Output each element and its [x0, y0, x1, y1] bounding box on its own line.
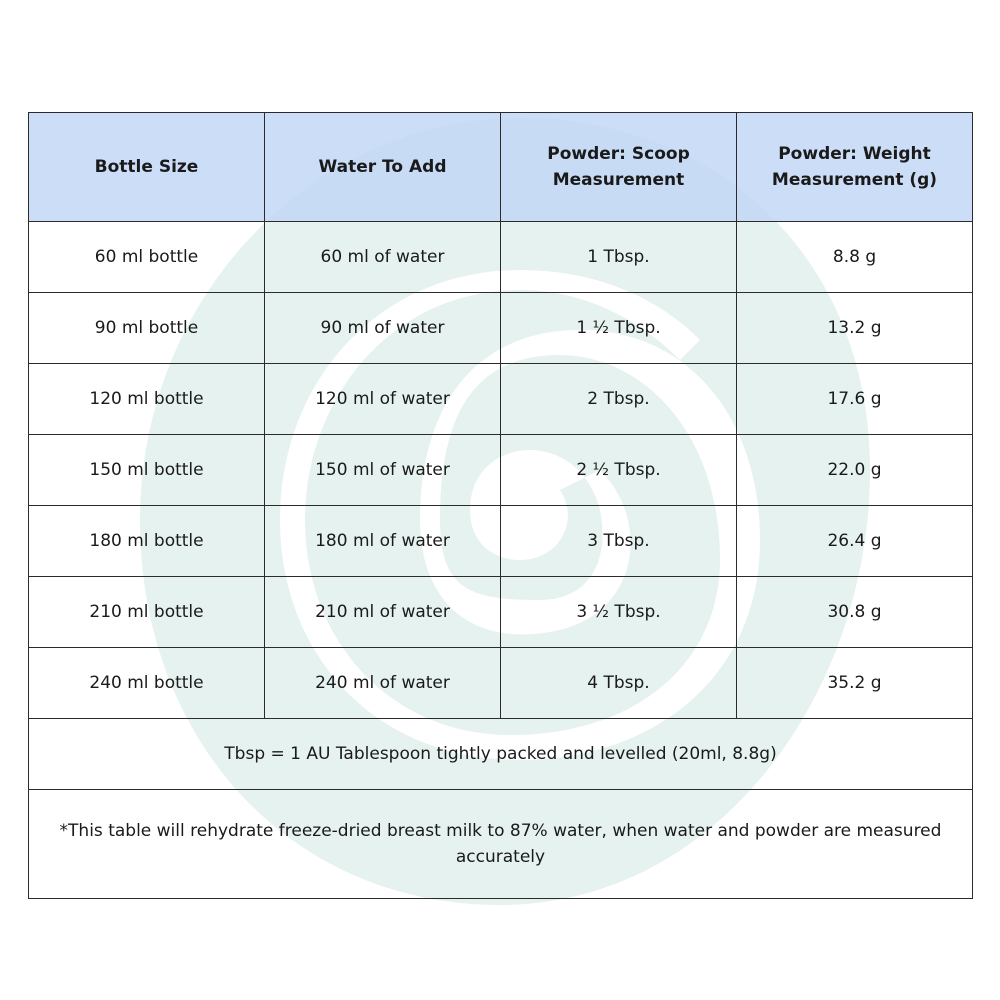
table-row: 180 ml bottle 180 ml of water 3 Tbsp. 26… [28, 505, 973, 577]
cell-weight: 13.2 g [736, 292, 973, 364]
cell-water: 120 ml of water [264, 363, 501, 435]
cell-bottle-size: 60 ml bottle [28, 221, 265, 293]
cell-water: 60 ml of water [264, 221, 501, 293]
cell-weight: 35.2 g [736, 647, 973, 719]
accuracy-note: *This table will rehydrate freeze-dried … [28, 789, 973, 899]
cell-weight: 30.8 g [736, 576, 973, 648]
cell-water: 180 ml of water [264, 505, 501, 577]
cell-scoop: 1 Tbsp. [500, 221, 737, 293]
header-bottle-size: Bottle Size [28, 112, 265, 222]
cell-weight: 17.6 g [736, 363, 973, 435]
cell-scoop: 4 Tbsp. [500, 647, 737, 719]
tbsp-note-row: Tbsp = 1 AU Tablespoon tightly packed an… [28, 718, 973, 790]
cell-water: 210 ml of water [264, 576, 501, 648]
cell-bottle-size: 90 ml bottle [28, 292, 265, 364]
cell-scoop: 3 Tbsp. [500, 505, 737, 577]
cell-scoop: 3 ½ Tbsp. [500, 576, 737, 648]
header-weight-measurement: Powder: Weight Measurement (g) [736, 112, 973, 222]
table-row: 90 ml bottle 90 ml of water 1 ½ Tbsp. 13… [28, 292, 973, 364]
cell-weight: 26.4 g [736, 505, 973, 577]
cell-bottle-size: 240 ml bottle [28, 647, 265, 719]
cell-scoop: 2 Tbsp. [500, 363, 737, 435]
table-row: 240 ml bottle 240 ml of water 4 Tbsp. 35… [28, 647, 973, 719]
accuracy-note-row: *This table will rehydrate freeze-dried … [28, 789, 973, 899]
cell-scoop: 2 ½ Tbsp. [500, 434, 737, 506]
cell-weight: 8.8 g [736, 221, 973, 293]
table-row: 120 ml bottle 120 ml of water 2 Tbsp. 17… [28, 363, 973, 435]
header-scoop-measurement: Powder: Scoop Measurement [500, 112, 737, 222]
rehydration-table-container: Bottle Size Water To Add Powder: Scoop M… [28, 112, 973, 899]
header-water-to-add: Water To Add [264, 112, 501, 222]
table-row: 150 ml bottle 150 ml of water 2 ½ Tbsp. … [28, 434, 973, 506]
cell-water: 150 ml of water [264, 434, 501, 506]
tbsp-note: Tbsp = 1 AU Tablespoon tightly packed an… [28, 718, 973, 790]
cell-bottle-size: 210 ml bottle [28, 576, 265, 648]
rehydration-table: Bottle Size Water To Add Powder: Scoop M… [28, 112, 973, 899]
cell-bottle-size: 120 ml bottle [28, 363, 265, 435]
cell-weight: 22.0 g [736, 434, 973, 506]
cell-bottle-size: 150 ml bottle [28, 434, 265, 506]
cell-bottle-size: 180 ml bottle [28, 505, 265, 577]
cell-water: 90 ml of water [264, 292, 501, 364]
cell-scoop: 1 ½ Tbsp. [500, 292, 737, 364]
table-row: 210 ml bottle 210 ml of water 3 ½ Tbsp. … [28, 576, 973, 648]
cell-water: 240 ml of water [264, 647, 501, 719]
table-header-row: Bottle Size Water To Add Powder: Scoop M… [28, 112, 973, 222]
table-row: 60 ml bottle 60 ml of water 1 Tbsp. 8.8 … [28, 221, 973, 293]
